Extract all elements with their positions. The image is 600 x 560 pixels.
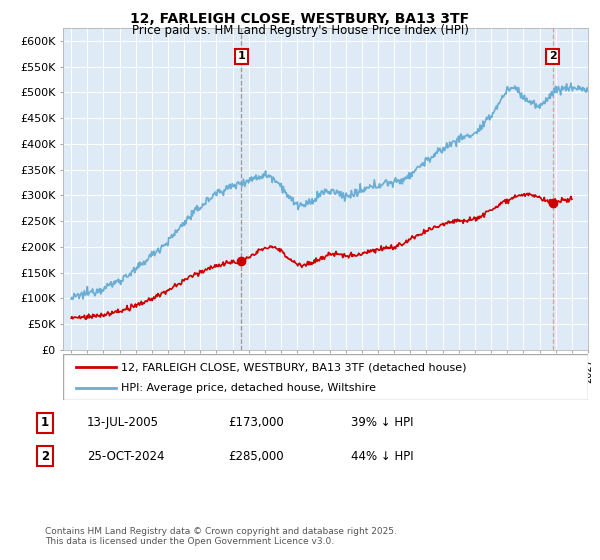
Text: 12, FARLEIGH CLOSE, WESTBURY, BA13 3TF (detached house): 12, FARLEIGH CLOSE, WESTBURY, BA13 3TF (… xyxy=(121,362,466,372)
Text: 1: 1 xyxy=(238,52,245,62)
FancyBboxPatch shape xyxy=(63,354,588,400)
Text: £285,000: £285,000 xyxy=(228,450,284,463)
Text: 39% ↓ HPI: 39% ↓ HPI xyxy=(351,416,413,430)
Text: 44% ↓ HPI: 44% ↓ HPI xyxy=(351,450,413,463)
Text: 25-OCT-2024: 25-OCT-2024 xyxy=(87,450,164,463)
Text: 2: 2 xyxy=(549,52,557,62)
Text: £173,000: £173,000 xyxy=(228,416,284,430)
Text: 2: 2 xyxy=(41,450,49,463)
Text: Price paid vs. HM Land Registry's House Price Index (HPI): Price paid vs. HM Land Registry's House … xyxy=(131,24,469,37)
Text: HPI: Average price, detached house, Wiltshire: HPI: Average price, detached house, Wilt… xyxy=(121,382,376,393)
Text: Contains HM Land Registry data © Crown copyright and database right 2025.
This d: Contains HM Land Registry data © Crown c… xyxy=(45,526,397,546)
Text: 13-JUL-2005: 13-JUL-2005 xyxy=(87,416,159,430)
Text: 1: 1 xyxy=(41,416,49,430)
Text: 12, FARLEIGH CLOSE, WESTBURY, BA13 3TF: 12, FARLEIGH CLOSE, WESTBURY, BA13 3TF xyxy=(130,12,470,26)
